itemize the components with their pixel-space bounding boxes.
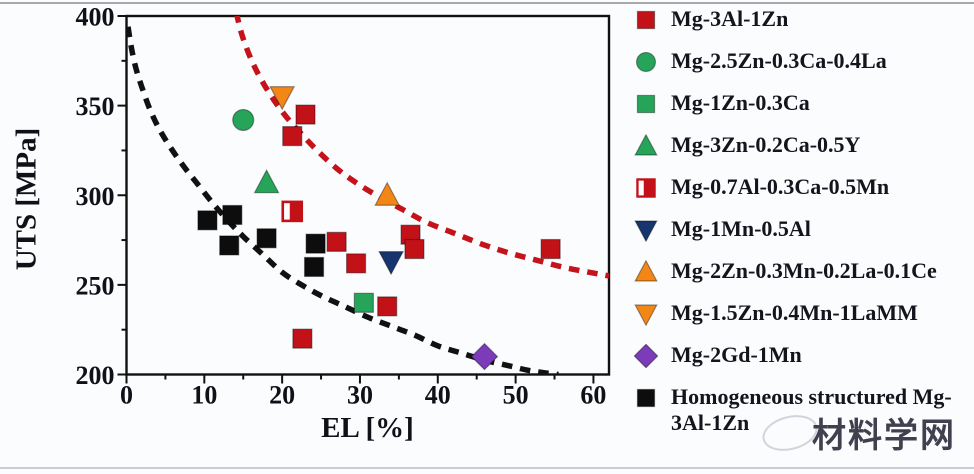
legend-label: Mg-2Zn-0.3Mn-0.2La-0.1Ce	[671, 258, 937, 283]
legend-label: Mg-2.5Zn-0.3Ca-0.4La	[671, 48, 887, 73]
legend-item: Mg-1.5Zn-0.4Mn-1LaMM	[634, 300, 970, 327]
black-trend-curve	[126, 26, 559, 375]
x-tick-label: 0	[120, 381, 133, 410]
y-axis-title: UTS [MPa]	[10, 127, 43, 271]
y-axis-ticks	[117, 15, 127, 376]
bottom-divider	[0, 467, 974, 469]
series-Mg-1Mn-0.5Al	[378, 250, 405, 276]
legend-item: Mg-1Mn-0.5Al	[634, 216, 970, 243]
x-tick-label: 30	[347, 381, 373, 410]
series-Mg-2.5Zn-0.3Ca-0.4La	[232, 108, 255, 132]
legend-item: Mg-3Al-1Zn	[634, 6, 970, 33]
diamond-marker-icon	[634, 344, 658, 368]
series-Mg-1Zn-0.3Ca	[353, 292, 374, 313]
series-Mg-1.5Zn-0.4Mn-1LaMM	[269, 86, 296, 111]
series-Homogeneous structured Mg-3Al-1Zn	[197, 204, 326, 278]
square-marker-icon	[636, 388, 656, 408]
square-marker-icon	[636, 10, 656, 30]
triangle-down-marker-icon	[634, 220, 658, 242]
data-points	[197, 86, 561, 371]
legend-item: Mg-0.7Al-0.3Ca-0.5Mn	[634, 174, 970, 201]
x-tick-label: 10	[191, 381, 217, 410]
series-Mg-3Zn-0.2Ca-0.5Y	[253, 168, 280, 194]
triangle-up-marker-icon	[634, 134, 658, 156]
x-axis-title: EL [%]	[321, 412, 414, 444]
x-tick-label: 60	[580, 381, 606, 410]
series-Mg-2Zn-0.3Mn-0.2La-0.1Ce	[374, 181, 401, 206]
y-tick-label: 300	[76, 182, 115, 211]
legend-item: Mg-2.5Zn-0.3Ca-0.4La	[634, 48, 970, 75]
x-tick-label: 20	[269, 381, 295, 410]
y-tick-labels: 200 250 300 350 400	[76, 3, 115, 391]
y-tick-label: 200	[76, 361, 115, 390]
legend-label: Mg-2Gd-1Mn	[671, 342, 802, 367]
series-Mg-2Gd-1Mn	[470, 342, 499, 371]
triangle-down-marker-icon	[634, 304, 658, 326]
legend-label: Mg-0.7Al-0.3Ca-0.5Mn	[671, 174, 890, 199]
x-axis-ticks	[125, 374, 595, 384]
square-marker-icon	[636, 94, 656, 114]
legend-label: Mg-1Zn-0.3Ca	[671, 90, 810, 115]
y-tick-label: 350	[76, 92, 115, 121]
legend: Mg-3Al-1Zn Mg-2.5Zn-0.3Ca-0.4La Mg-1Zn-0.3…	[634, 6, 970, 452]
legend-label: Mg-1.5Zn-0.4Mn-1LaMM	[671, 300, 918, 325]
trend-curves	[126, 16, 609, 375]
watermark: 材料学网	[812, 417, 956, 455]
triangle-up-marker-icon	[634, 260, 658, 282]
x-tick-label: 50	[503, 381, 529, 410]
legend-label: Mg-3Al-1Zn	[671, 6, 789, 31]
legend-item: Mg-2Zn-0.3Mn-0.2La-0.1Ce	[634, 258, 970, 285]
y-tick-label: 250	[76, 271, 115, 300]
legend-item: Mg-3Zn-0.2Ca-0.5Y	[634, 132, 970, 159]
legend-label: Homogeneous structured Mg-3Al-1Zn	[671, 384, 952, 436]
x-tick-label: 40	[425, 381, 451, 410]
red-trend-curve	[234, 16, 609, 279]
legend-label: Mg-3Zn-0.2Ca-0.5Y	[671, 132, 861, 157]
series-Mg-0.7Al-0.3Ca-0.5Mn	[281, 200, 304, 223]
circle-marker-icon	[635, 51, 657, 73]
top-divider	[0, 2, 974, 4]
legend-item: Homogeneous structured Mg-3Al-1Zn	[634, 384, 970, 437]
legend-item: Mg-1Zn-0.3Ca	[634, 90, 970, 117]
square-half-marker-icon	[636, 178, 656, 198]
series-Mg-3Al-1Zn	[282, 104, 561, 349]
legend-label: Mg-1Mn-0.5Al	[671, 216, 811, 241]
plot-frame	[125, 14, 611, 376]
y-tick-label: 400	[76, 3, 115, 32]
x-tick-labels: 0 10 20 30 40 50 60	[120, 381, 606, 410]
legend-item: Mg-2Gd-1Mn	[634, 342, 970, 369]
